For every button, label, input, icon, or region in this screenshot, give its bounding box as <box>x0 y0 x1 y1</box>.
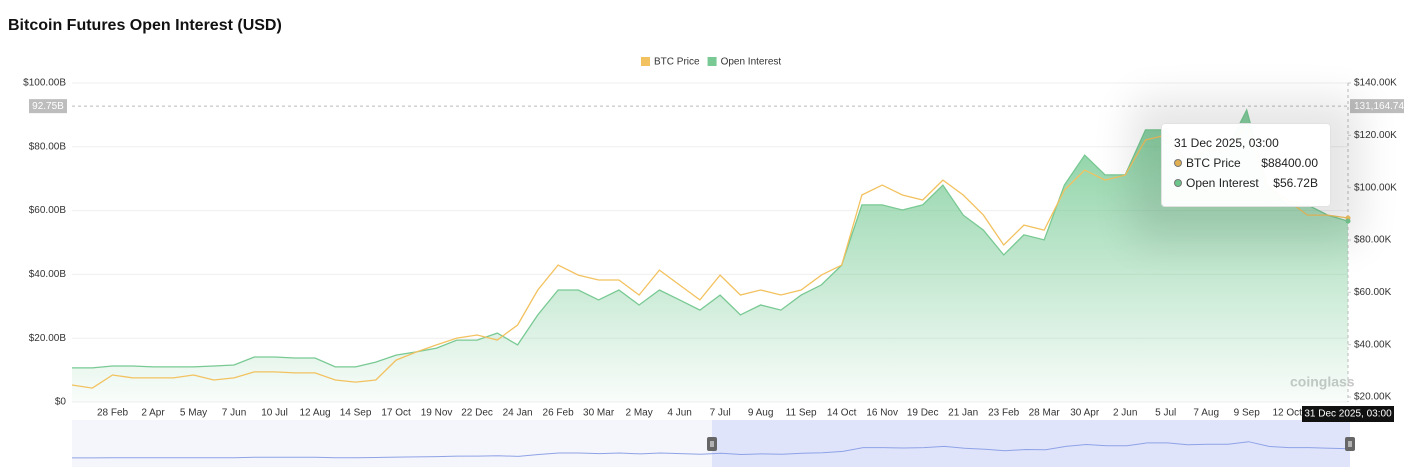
tooltip-name: Open Interest <box>1186 176 1259 190</box>
navigator-handle[interactable] <box>1345 437 1355 451</box>
tooltip-dot <box>1174 159 1182 167</box>
navigator-line <box>72 441 1351 459</box>
tooltip-value: $88400.00 <box>1261 156 1318 170</box>
y-tick-label: $100.00B <box>23 78 66 89</box>
x-tick-label: 2 Apr <box>141 408 165 419</box>
x-tick-label: 16 Nov <box>866 408 898 419</box>
x-tick-label: 5 May <box>180 408 207 419</box>
x-tick-label: 21 Jan <box>948 408 978 419</box>
y-tick-label: $40.00B <box>29 269 67 280</box>
y-tick-label: $0 <box>55 397 67 408</box>
y2-tick-label: $40.00K <box>1354 339 1392 350</box>
y2-tick-label: $80.00K <box>1354 235 1392 246</box>
x-tick-label: 7 Jun <box>222 408 246 419</box>
y2-tick-label: $20.00K <box>1354 392 1392 403</box>
navigator-selection[interactable] <box>712 420 1350 467</box>
hover-label: 31 Dec 2025, 03:00 <box>1304 409 1392 420</box>
y2-tick-label: $120.00K <box>1354 130 1397 141</box>
max-marker-bg <box>1350 99 1404 114</box>
legend-swatch <box>641 57 650 66</box>
x-tick-label: 9 Aug <box>748 408 774 419</box>
x-tick-label: 22 Dec <box>461 408 493 419</box>
tooltip-value: $56.72B <box>1273 176 1318 190</box>
x-tick-label: 4 Jun <box>667 408 691 419</box>
y-tick-label: $60.00B <box>29 205 67 216</box>
x-tick-label: 10 Jul <box>261 408 288 419</box>
tooltip-title: 31 Dec 2025, 03:00 <box>1174 136 1279 150</box>
max-marker-label: 131,164.74 <box>1354 101 1404 112</box>
x-tick-label: 30 Apr <box>1070 408 1100 419</box>
line <box>71 123 1349 389</box>
x-tick-label: 24 Jan <box>503 408 533 419</box>
x-tick-label: 9 Sep <box>1234 408 1261 419</box>
x-tick-label: 30 Mar <box>583 408 615 419</box>
tooltip-row: Open Interest $56.72B <box>1174 176 1318 190</box>
chart-title: Bitcoin Futures Open Interest (USD) <box>8 17 282 34</box>
x-tick-label: 7 Jul <box>710 408 731 419</box>
legend-swatch <box>707 57 717 66</box>
legend: BTC Price Open Interest <box>641 57 781 68</box>
area <box>72 110 1348 402</box>
x-tick-label: 28 Mar <box>1029 408 1061 419</box>
legend-label: Open Interest <box>721 57 782 68</box>
x-tick-label: 19 Dec <box>907 408 939 419</box>
x-tick-label: 19 Nov <box>421 408 453 419</box>
x-tick-label: 26 Feb <box>543 408 575 419</box>
tooltip-name: BTC Price <box>1186 156 1241 170</box>
y2-tick-label: $140.00K <box>1354 78 1397 89</box>
line <box>72 108 1349 369</box>
x-tick-label: 12 Oct <box>1273 408 1303 419</box>
x-tick-label: 28 Feb <box>97 408 129 419</box>
x-tick-label: 17 Oct <box>381 408 411 419</box>
x-tick-label: 2 May <box>625 408 652 419</box>
x-tick-label: 5 Jul <box>1155 408 1176 419</box>
tooltip-dot <box>1174 179 1182 187</box>
max-marker-bg <box>29 99 67 114</box>
x-tick-label: 11 Sep <box>786 408 817 419</box>
y2-tick-label: $60.00K <box>1354 287 1392 298</box>
tooltip: 31 Dec 2025, 03:00 BTC Price $88400.00 O… <box>1161 123 1331 207</box>
x-tick-label: 14 Oct <box>827 408 857 419</box>
x-tick-label: 23 Feb <box>988 408 1020 419</box>
navigator-handle[interactable] <box>707 437 717 451</box>
x-tick-label: 7 Aug <box>1193 408 1219 419</box>
y-tick-label: $20.00B <box>29 333 67 344</box>
legend-label: BTC Price <box>654 57 700 68</box>
y2-tick-label: $100.00K <box>1354 182 1397 193</box>
x-tick-label: 12 Aug <box>299 408 330 419</box>
tooltip-row: BTC Price $88400.00 <box>1174 156 1318 170</box>
max-marker-label: 92.75B <box>32 101 64 112</box>
x-tick-label: 14 Sep <box>340 408 372 419</box>
x-tick-label: 2 Jun <box>1113 408 1137 419</box>
hover-dot <box>1345 218 1351 224</box>
hover-label-bg <box>1302 406 1394 422</box>
y-tick-label: $80.00B <box>29 141 67 152</box>
